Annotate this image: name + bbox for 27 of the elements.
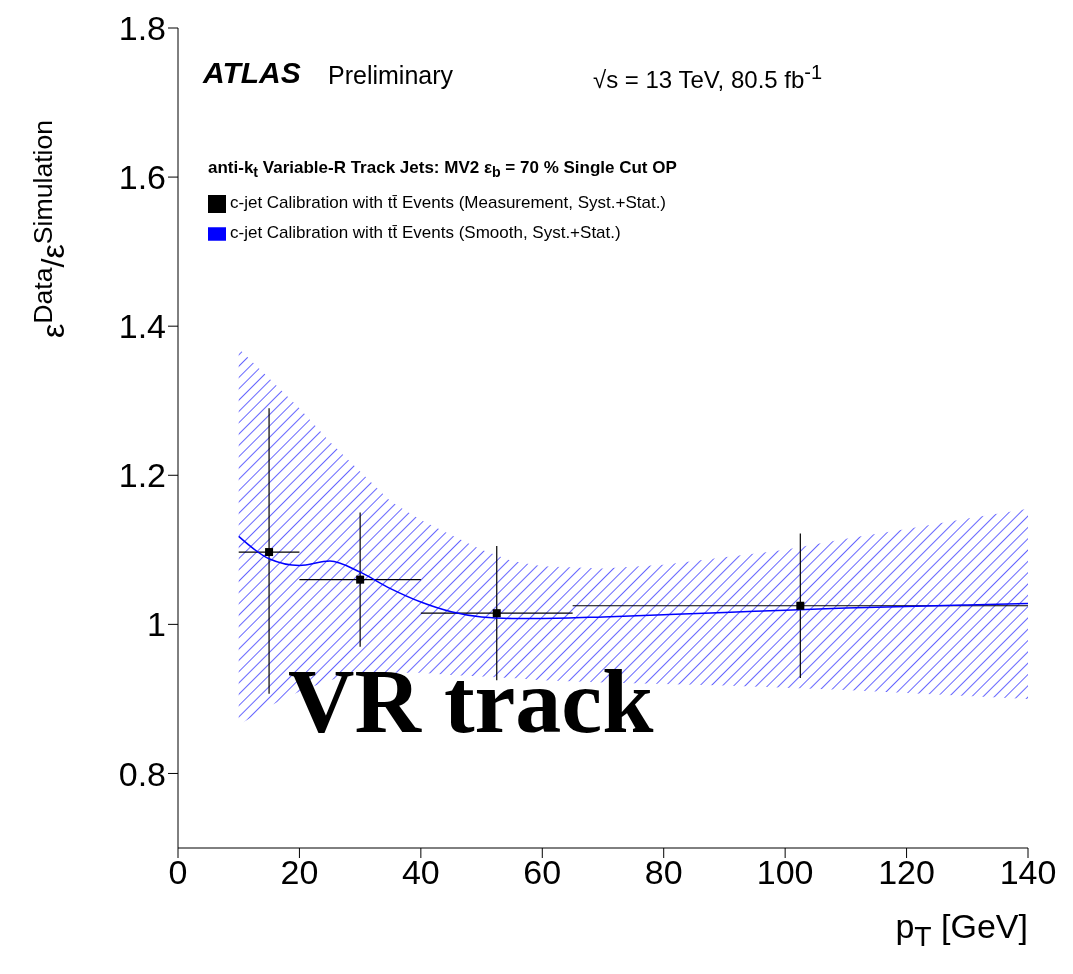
legend-label: c-jet Calibration with tt̄ Events (Smooth, Syst.+Stat.) bbox=[230, 223, 621, 242]
y-tick-label: 1 bbox=[147, 605, 166, 644]
legend-title: anti-k$_{t}$ Variable-R Track Jets: MV2 ε$_{b}$ = 70 % Single Cut OP bbox=[208, 158, 677, 181]
x-axis-title: p$_{T}$ [GeV] bbox=[895, 906, 1028, 954]
point bbox=[265, 548, 274, 557]
legend-label: c-jet Calibration with tt̄ Events (Measurement, Syst.+Stat.) bbox=[230, 193, 667, 212]
x-tick-label: 140 bbox=[999, 853, 1057, 892]
point bbox=[796, 601, 805, 610]
annotation: √s = 13 TeV, 80.5 fb$^{-1}$ bbox=[593, 61, 823, 94]
annotation: ATLAS bbox=[203, 56, 301, 90]
y-tick-label: 1.2 bbox=[118, 456, 166, 495]
line-series bbox=[237, 535, 1028, 620]
y-tick-label: 1.8 bbox=[118, 9, 166, 48]
x-tick-label: 60 bbox=[523, 853, 562, 892]
x-tick-label: 80 bbox=[644, 853, 683, 892]
x-tick-label: 20 bbox=[280, 853, 319, 892]
point bbox=[356, 575, 365, 584]
y-tick-label: 1.4 bbox=[118, 307, 166, 346]
x-tick-label: 120 bbox=[878, 853, 935, 892]
y-tick-label: 1.6 bbox=[118, 158, 166, 197]
annotation: Preliminary bbox=[328, 61, 454, 90]
x-tick-label: 100 bbox=[756, 853, 814, 892]
y-tick-label: 0.8 bbox=[118, 754, 166, 793]
annotation: VR track bbox=[288, 649, 654, 754]
x-tick-label: 0 bbox=[168, 853, 188, 892]
point bbox=[492, 609, 501, 618]
x-tick-label: 40 bbox=[401, 853, 440, 892]
